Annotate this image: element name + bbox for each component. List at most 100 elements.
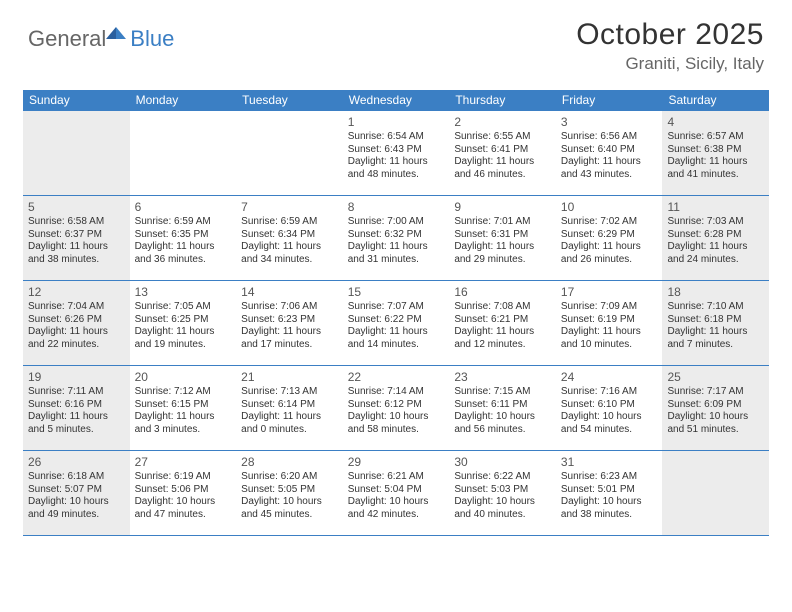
sunrise-text: Sunrise: 6:54 AM — [348, 131, 445, 144]
daylight-text-1: Daylight: 11 hours — [667, 241, 764, 254]
day-number: 1 — [348, 115, 445, 129]
day-info: Sunrise: 7:00 AMSunset: 6:32 PMDaylight:… — [348, 216, 445, 266]
day-info: Sunrise: 6:20 AMSunset: 5:05 PMDaylight:… — [241, 471, 338, 521]
day-cell: 13Sunrise: 7:05 AMSunset: 6:25 PMDayligh… — [130, 281, 237, 365]
day-cell: 28Sunrise: 6:20 AMSunset: 5:05 PMDayligh… — [236, 451, 343, 535]
day-number: 31 — [561, 455, 658, 469]
day-info: Sunrise: 7:03 AMSunset: 6:28 PMDaylight:… — [667, 216, 764, 266]
day-info: Sunrise: 6:22 AMSunset: 5:03 PMDaylight:… — [454, 471, 551, 521]
daylight-text-2: and 12 minutes. — [454, 339, 551, 352]
daylight-text-1: Daylight: 10 hours — [454, 496, 551, 509]
day-number: 12 — [28, 285, 125, 299]
sunrise-text: Sunrise: 7:04 AM — [28, 301, 125, 314]
sunrise-text: Sunrise: 7:01 AM — [454, 216, 551, 229]
daylight-text-1: Daylight: 11 hours — [667, 326, 764, 339]
weekday-header: Sunday — [23, 90, 130, 111]
sunrise-text: Sunrise: 7:12 AM — [135, 386, 232, 399]
day-cell — [23, 111, 130, 195]
day-number: 2 — [454, 115, 551, 129]
title-block: October 2025 Graniti, Sicily, Italy — [576, 18, 764, 74]
sunset-text: Sunset: 6:12 PM — [348, 399, 445, 412]
day-info: Sunrise: 7:07 AMSunset: 6:22 PMDaylight:… — [348, 301, 445, 351]
sunrise-text: Sunrise: 6:18 AM — [28, 471, 125, 484]
day-cell: 4Sunrise: 6:57 AMSunset: 6:38 PMDaylight… — [662, 111, 769, 195]
day-info: Sunrise: 7:06 AMSunset: 6:23 PMDaylight:… — [241, 301, 338, 351]
sunset-text: Sunset: 6:16 PM — [28, 399, 125, 412]
day-cell: 16Sunrise: 7:08 AMSunset: 6:21 PMDayligh… — [449, 281, 556, 365]
week-row: 1 Sunrise: 6:54 AMSunset: 6:43 PMDaylight… — [23, 111, 769, 196]
sunset-text: Sunset: 5:01 PM — [561, 484, 658, 497]
day-cell: 21Sunrise: 7:13 AMSunset: 6:14 PMDayligh… — [236, 366, 343, 450]
sunset-text: Sunset: 6:21 PM — [454, 314, 551, 327]
weeks-container: 1 Sunrise: 6:54 AMSunset: 6:43 PMDaylight… — [23, 111, 769, 536]
sunset-text: Sunset: 6:15 PM — [135, 399, 232, 412]
sunrise-text: Sunrise: 7:02 AM — [561, 216, 658, 229]
daylight-text-2: and 34 minutes. — [241, 254, 338, 267]
sunrise-text: Sunrise: 7:17 AM — [667, 386, 764, 399]
daylight-text-1: Daylight: 11 hours — [135, 411, 232, 424]
sunset-text: Sunset: 5:03 PM — [454, 484, 551, 497]
sunset-text: Sunset: 6:18 PM — [667, 314, 764, 327]
day-cell: 14 Sunrise: 7:06 AMSunset: 6:23 PMDayligh… — [236, 281, 343, 365]
sunrise-text: Sunrise: 6:23 AM — [561, 471, 658, 484]
day-cell: 6Sunrise: 6:59 AMSunset: 6:35 PMDaylight… — [130, 196, 237, 280]
sunset-text: Sunset: 5:05 PM — [241, 484, 338, 497]
day-number: 4 — [667, 115, 764, 129]
day-number: 22 — [348, 370, 445, 384]
daylight-text-2: and 19 minutes. — [135, 339, 232, 352]
sunrise-text: Sunrise: 6:21 AM — [348, 471, 445, 484]
day-number: 14 — [241, 285, 338, 299]
day-cell: 10Sunrise: 7:02 AMSunset: 6:29 PMDayligh… — [556, 196, 663, 280]
daylight-text-1: Daylight: 11 hours — [241, 326, 338, 339]
day-number: 9 — [454, 200, 551, 214]
day-cell: 9Sunrise: 7:01 AMSunset: 6:31 PMDaylight… — [449, 196, 556, 280]
sunset-text: Sunset: 5:04 PM — [348, 484, 445, 497]
day-info: Sunrise: 7:04 AMSunset: 6:26 PMDaylight:… — [28, 301, 125, 351]
day-number: 19 — [28, 370, 125, 384]
daylight-text-2: and 45 minutes. — [241, 509, 338, 522]
sunrise-text: Sunrise: 7:00 AM — [348, 216, 445, 229]
day-number: 11 — [667, 200, 764, 214]
daylight-text-1: Daylight: 10 hours — [135, 496, 232, 509]
daylight-text-1: Daylight: 11 hours — [135, 241, 232, 254]
daylight-text-2: and 10 minutes. — [561, 339, 658, 352]
day-info: Sunrise: 6:19 AMSunset: 5:06 PMDaylight:… — [135, 471, 232, 521]
logo-text-blue: Blue — [130, 26, 174, 52]
daylight-text-1: Daylight: 10 hours — [561, 496, 658, 509]
daylight-text-2: and 47 minutes. — [135, 509, 232, 522]
day-number: 21 — [241, 370, 338, 384]
day-info: Sunrise: 6:59 AMSunset: 6:34 PMDaylight:… — [241, 216, 338, 266]
sunrise-text: Sunrise: 6:59 AM — [135, 216, 232, 229]
day-info: Sunrise: 6:54 AMSunset: 6:43 PMDaylight:… — [348, 131, 445, 181]
daylight-text-2: and 38 minutes. — [561, 509, 658, 522]
daylight-text-2: and 51 minutes. — [667, 424, 764, 437]
sunrise-text: Sunrise: 7:05 AM — [135, 301, 232, 314]
week-row: 12 Sunrise: 7:04 AMSunset: 6:26 PMDayligh… — [23, 281, 769, 366]
day-number: 8 — [348, 200, 445, 214]
day-cell: 24Sunrise: 7:16 AMSunset: 6:10 PMDayligh… — [556, 366, 663, 450]
day-info: Sunrise: 7:08 AMSunset: 6:21 PMDaylight:… — [454, 301, 551, 351]
daylight-text-2: and 3 minutes. — [135, 424, 232, 437]
day-number: 23 — [454, 370, 551, 384]
day-cell: 1 Sunrise: 6:54 AMSunset: 6:43 PMDaylight… — [343, 111, 450, 195]
sunrise-text: Sunrise: 7:13 AM — [241, 386, 338, 399]
sunset-text: Sunset: 6:34 PM — [241, 229, 338, 242]
day-number: 27 — [135, 455, 232, 469]
logo-mark-icon — [104, 23, 128, 48]
day-info: Sunrise: 6:58 AMSunset: 6:37 PMDaylight:… — [28, 216, 125, 266]
daylight-text-1: Daylight: 11 hours — [28, 411, 125, 424]
day-cell: 7Sunrise: 6:59 AMSunset: 6:34 PMDaylight… — [236, 196, 343, 280]
daylight-text-1: Daylight: 10 hours — [561, 411, 658, 424]
daylight-text-1: Daylight: 10 hours — [241, 496, 338, 509]
daylight-text-1: Daylight: 11 hours — [348, 241, 445, 254]
sunset-text: Sunset: 5:06 PM — [135, 484, 232, 497]
sunset-text: Sunset: 6:10 PM — [561, 399, 658, 412]
daylight-text-2: and 31 minutes. — [348, 254, 445, 267]
day-info: Sunrise: 6:55 AMSunset: 6:41 PMDaylight:… — [454, 131, 551, 181]
daylight-text-2: and 29 minutes. — [454, 254, 551, 267]
daylight-text-1: Daylight: 11 hours — [454, 156, 551, 169]
daylight-text-2: and 7 minutes. — [667, 339, 764, 352]
sunrise-text: Sunrise: 7:10 AM — [667, 301, 764, 314]
sunrise-text: Sunrise: 6:55 AM — [454, 131, 551, 144]
day-cell: 3Sunrise: 6:56 AMSunset: 6:40 PMDaylight… — [556, 111, 663, 195]
